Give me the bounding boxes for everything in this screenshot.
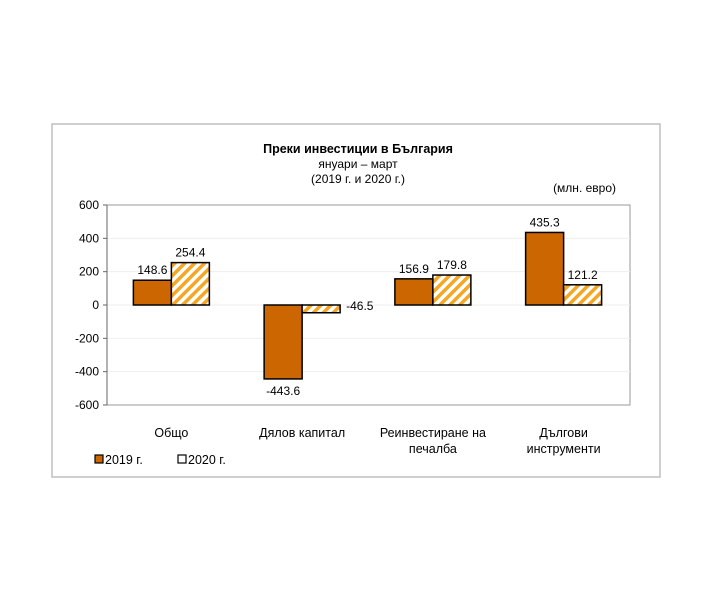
data-label: 435.3	[530, 215, 560, 229]
y-tick-label: 0	[92, 298, 99, 312]
bar-2019	[132, 279, 173, 306]
chart-title: Преки инвестиции в България	[263, 142, 453, 156]
chart-subtitle-2: (2019 г. и 2020 г.)	[311, 172, 405, 186]
legend-swatch-2019	[94, 454, 104, 464]
legend-label: 2019 г.	[105, 453, 143, 467]
bar-2020	[432, 274, 472, 306]
x-category-label: печалба	[409, 442, 457, 456]
data-label: 156.9	[399, 262, 429, 276]
bar-2019	[524, 231, 565, 306]
x-category-label: Реинвестиране на	[380, 426, 486, 440]
legend-swatch-2020	[177, 454, 187, 464]
y-tick-label: -600	[75, 398, 99, 412]
legend-label: 2020 г.	[188, 453, 226, 467]
data-label: 121.2	[568, 268, 598, 282]
unit-label: (млн. евро)	[553, 181, 616, 195]
y-tick-label: 200	[79, 265, 99, 279]
y-tick-label: 600	[79, 198, 99, 212]
bar-2020	[170, 261, 211, 306]
data-label: -46.5	[346, 299, 374, 313]
data-label: 254.4	[175, 246, 205, 260]
x-category-label: Общо	[154, 426, 188, 440]
y-tick-label: 400	[79, 231, 99, 245]
data-label: -443.6	[266, 384, 300, 398]
data-label: 179.8	[437, 258, 467, 272]
x-category-label: Дялов капитал	[259, 426, 345, 440]
bar-2020	[301, 304, 341, 314]
bar-2019	[263, 304, 303, 380]
y-tick-label: -200	[75, 331, 99, 345]
x-category-label: инструменти	[527, 442, 601, 456]
chart-subtitle-1: януари – март	[318, 157, 398, 171]
bar-2019	[394, 278, 434, 306]
x-category-label: Дългови	[539, 426, 587, 440]
data-label: 148.6	[137, 263, 167, 277]
y-tick-label: -400	[75, 365, 99, 379]
bar-2020	[562, 284, 603, 306]
